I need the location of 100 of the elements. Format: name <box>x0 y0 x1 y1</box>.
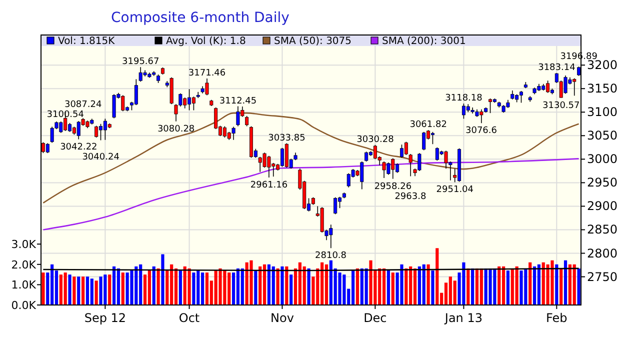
bar <box>369 260 372 305</box>
bar <box>502 266 506 305</box>
bar <box>121 272 124 305</box>
annotation: 3171.46 <box>188 68 226 79</box>
bar <box>143 274 147 305</box>
annotation: 3118.18 <box>445 94 483 104</box>
candlestick <box>334 196 338 215</box>
bar <box>86 276 90 305</box>
bar <box>72 276 76 305</box>
bar <box>108 274 112 305</box>
bar <box>532 266 536 305</box>
annotation: 3033.85 <box>268 133 306 144</box>
bar <box>280 266 284 305</box>
bar <box>480 268 483 305</box>
annotation: 2958.26 <box>374 182 412 192</box>
bar <box>307 268 310 305</box>
bar <box>400 264 404 305</box>
candlestick <box>430 132 434 145</box>
bar <box>356 268 360 305</box>
bar <box>466 268 470 305</box>
bar <box>174 268 178 305</box>
bar <box>404 268 408 305</box>
y-tick-label: 3050 <box>587 128 618 143</box>
bar <box>116 268 120 305</box>
candlestick <box>519 90 523 104</box>
candlestick <box>94 125 98 138</box>
bar <box>422 264 426 305</box>
y2-tick-label: 2.0K <box>11 258 37 272</box>
annotation: 3076.6 <box>466 126 498 136</box>
bar <box>258 266 262 305</box>
legend-label: SMA (50): 3075 <box>274 36 352 47</box>
bar <box>471 268 474 305</box>
line-series <box>42 158 580 230</box>
y-tick-label: 3000 <box>587 152 618 166</box>
bar <box>192 272 196 305</box>
bar <box>520 270 523 305</box>
bar <box>152 266 156 305</box>
candlestick <box>404 141 408 156</box>
bar <box>560 268 563 305</box>
bar <box>290 274 293 305</box>
bar <box>431 270 434 305</box>
bar <box>240 268 244 305</box>
bar <box>272 266 275 305</box>
y2-tick-label: 0.0K <box>11 299 37 312</box>
bar <box>426 264 430 305</box>
bar <box>262 264 266 305</box>
bar <box>94 280 98 305</box>
bar <box>90 278 94 305</box>
bar <box>285 266 288 305</box>
candlestick <box>192 96 196 111</box>
bar <box>178 270 182 305</box>
annotation: 2963.8 <box>394 192 426 202</box>
bar <box>382 268 386 305</box>
bar <box>515 266 518 305</box>
x-tick-label: Feb <box>546 311 568 325</box>
bar <box>82 276 85 305</box>
y2-tick-label: 1.0K <box>11 278 37 292</box>
annotation: 3042.22 <box>60 142 98 152</box>
y-tick-label: 2850 <box>587 222 618 237</box>
y-tick-label: 3150 <box>587 82 618 96</box>
bar <box>276 268 280 305</box>
x-tick-label: Sep 12 <box>84 311 126 325</box>
bar <box>436 248 439 305</box>
x-tick-label: Oct <box>178 311 200 325</box>
candlestick <box>46 142 50 154</box>
annotation: 3183.14 <box>538 63 576 74</box>
bar <box>112 266 116 305</box>
bar <box>77 276 80 305</box>
bar <box>250 260 253 305</box>
bar <box>324 264 328 305</box>
chart-title: Composite 6-month Daily <box>111 10 290 26</box>
bar <box>254 270 258 305</box>
y-tick-label: 2900 <box>587 199 618 214</box>
legend-label: SMA (200): 3001 <box>382 36 466 47</box>
candlestick <box>134 78 138 106</box>
bar <box>188 268 191 305</box>
bar <box>148 270 151 305</box>
annotation: 2961.16 <box>250 180 288 190</box>
candlestick <box>408 154 412 177</box>
bar <box>564 260 568 305</box>
bar <box>338 272 342 305</box>
bar <box>475 268 479 305</box>
bar <box>364 268 368 305</box>
annotation: 3040.24 <box>82 152 120 162</box>
annotation: 3130.57 <box>542 100 580 111</box>
candlestick <box>488 98 492 114</box>
y-tick-label: 2750 <box>587 270 618 284</box>
annotation: 3112.45 <box>219 96 257 106</box>
bar <box>550 260 554 305</box>
bar <box>572 264 576 305</box>
y-tick-label: 2800 <box>587 246 618 260</box>
x-tick-label: Dec <box>364 311 387 325</box>
line-series <box>42 112 580 204</box>
annotation: 3030.28 <box>356 134 394 145</box>
bar <box>453 280 456 305</box>
bar <box>413 268 417 305</box>
bar <box>156 268 160 305</box>
bar <box>218 268 222 305</box>
annotation: 2951.04 <box>436 185 474 196</box>
bar <box>42 272 45 305</box>
